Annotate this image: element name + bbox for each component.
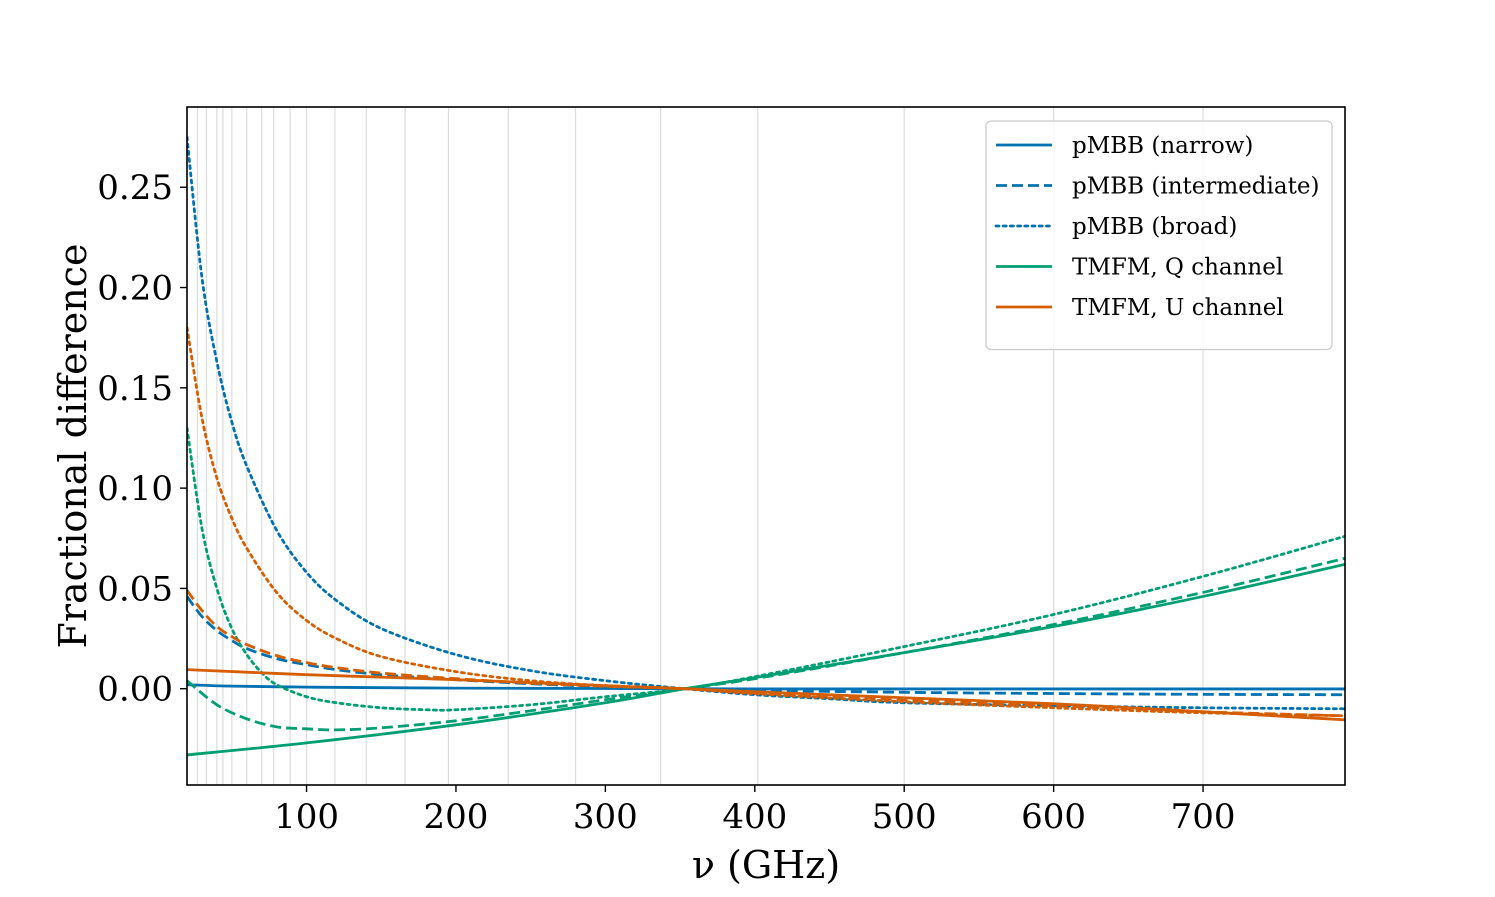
series-line-4 xyxy=(187,562,1345,757)
x-tick-label: 400 xyxy=(722,797,787,837)
legend-label: TMFM, Q channel xyxy=(1072,255,1283,281)
series-line-8 xyxy=(187,589,1345,718)
y-axis-label: Fractional difference xyxy=(51,244,95,649)
y-tick-label: 0.25 xyxy=(97,168,173,208)
x-axis-label: ν (GHz) xyxy=(692,843,840,887)
x-tick-label: 300 xyxy=(573,797,638,837)
legend: pMBB (narrow) pMBB (intermediate) pMBB (br… xyxy=(985,120,1333,351)
plot-frame xyxy=(186,106,1346,786)
y-ticks: 0.00 0.05 0.10 0.15 0.20 0.25 xyxy=(97,168,187,710)
y-tick-label: 0.00 xyxy=(97,670,173,710)
series-line-5 xyxy=(187,556,1345,732)
legend-box xyxy=(985,120,1333,351)
series-line-6 xyxy=(187,426,1345,712)
y-tick-label: 0.20 xyxy=(97,269,173,309)
x-ticks: 100 200 300 400 500 600 700 xyxy=(274,785,1236,837)
y-tick-label: 0.10 xyxy=(97,469,173,509)
x-tick-label: 200 xyxy=(424,797,489,837)
series-lines xyxy=(187,135,1345,757)
x-tick-label: 700 xyxy=(1171,797,1236,837)
y-tick-label: 0.05 xyxy=(97,569,173,609)
x-tick-label: 100 xyxy=(274,797,339,837)
series-line-1 xyxy=(187,683,1345,691)
series-line-9 xyxy=(187,326,1345,718)
legend-label: TMFM, U channel xyxy=(1072,295,1284,321)
series-line-2 xyxy=(187,595,1345,697)
legend-label: pMBB (narrow) xyxy=(1072,133,1253,159)
legend-label: pMBB (broad) xyxy=(1072,214,1237,240)
x-tick-label: 600 xyxy=(1021,797,1086,837)
y-tick-label: 0.15 xyxy=(97,369,173,409)
legend-label: pMBB (intermediate) xyxy=(1072,174,1319,200)
x-tick-label: 500 xyxy=(872,797,937,837)
